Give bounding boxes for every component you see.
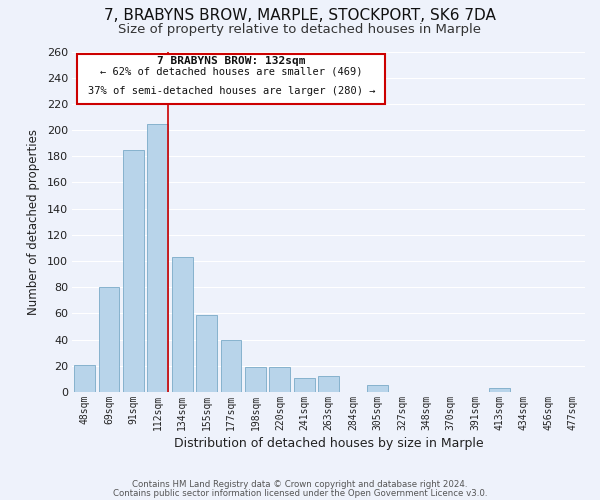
- FancyBboxPatch shape: [77, 54, 385, 104]
- Y-axis label: Number of detached properties: Number of detached properties: [27, 129, 40, 315]
- Text: 37% of semi-detached houses are larger (280) →: 37% of semi-detached houses are larger (…: [88, 86, 375, 96]
- Bar: [269, 367, 290, 392]
- Bar: [74, 364, 95, 392]
- Text: Size of property relative to detached houses in Marple: Size of property relative to detached ho…: [119, 22, 482, 36]
- Bar: [123, 150, 144, 392]
- Bar: [196, 315, 217, 392]
- Text: ← 62% of detached houses are smaller (469): ← 62% of detached houses are smaller (46…: [100, 67, 362, 77]
- Bar: [148, 124, 168, 392]
- Text: Contains HM Land Registry data © Crown copyright and database right 2024.: Contains HM Land Registry data © Crown c…: [132, 480, 468, 489]
- Bar: [98, 287, 119, 392]
- Bar: [221, 340, 241, 392]
- Text: Contains public sector information licensed under the Open Government Licence v3: Contains public sector information licen…: [113, 488, 487, 498]
- Bar: [489, 388, 510, 392]
- Bar: [294, 378, 314, 392]
- Bar: [319, 376, 339, 392]
- Text: 7, BRABYNS BROW, MARPLE, STOCKPORT, SK6 7DA: 7, BRABYNS BROW, MARPLE, STOCKPORT, SK6 …: [104, 8, 496, 22]
- X-axis label: Distribution of detached houses by size in Marple: Distribution of detached houses by size …: [174, 437, 484, 450]
- Bar: [245, 367, 266, 392]
- Bar: [367, 386, 388, 392]
- Text: 7 BRABYNS BROW: 132sqm: 7 BRABYNS BROW: 132sqm: [157, 56, 305, 66]
- Bar: [172, 257, 193, 392]
